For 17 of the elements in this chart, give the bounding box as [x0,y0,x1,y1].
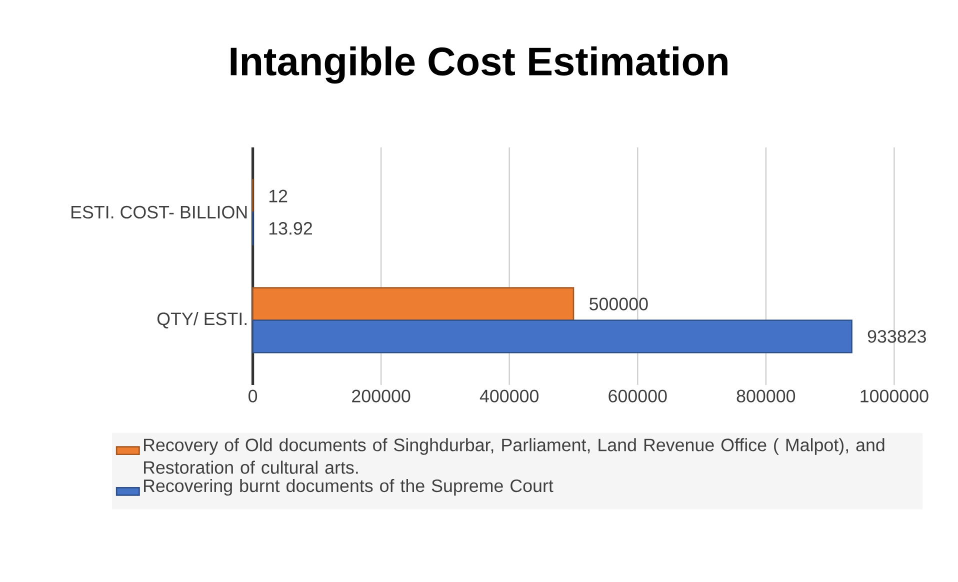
bar [252,320,852,354]
legend-label: Recovery of Old documents of Singhdurbar, Parliament, Land Revenue Office ( Malpot), and Restoration of cultural arts. [144,438,884,474]
x-tick-label: 800000 [736,390,796,402]
x-tick-label: 0 [248,390,258,402]
y-tick-label: ESTI. COST- BILLION [72,206,247,219]
data-label: 13.92 [269,222,312,235]
x-tick-label: 600000 [608,390,667,402]
legend-label: Recovering burnt documents of the Supreme Court [144,478,554,496]
y-tick-label: QTY/ ESTI. [157,312,246,328]
bar [252,287,574,321]
x-tick-label: 400000 [480,390,539,402]
data-label: 933823 [868,330,926,343]
x-tick-label: 1000000 [860,390,928,402]
x-tick-label: 200000 [352,390,410,402]
chart-title: Intangible Cost Estimation [230,46,728,84]
data-label: 12 [269,190,288,202]
data-label: 500000 [589,298,648,310]
